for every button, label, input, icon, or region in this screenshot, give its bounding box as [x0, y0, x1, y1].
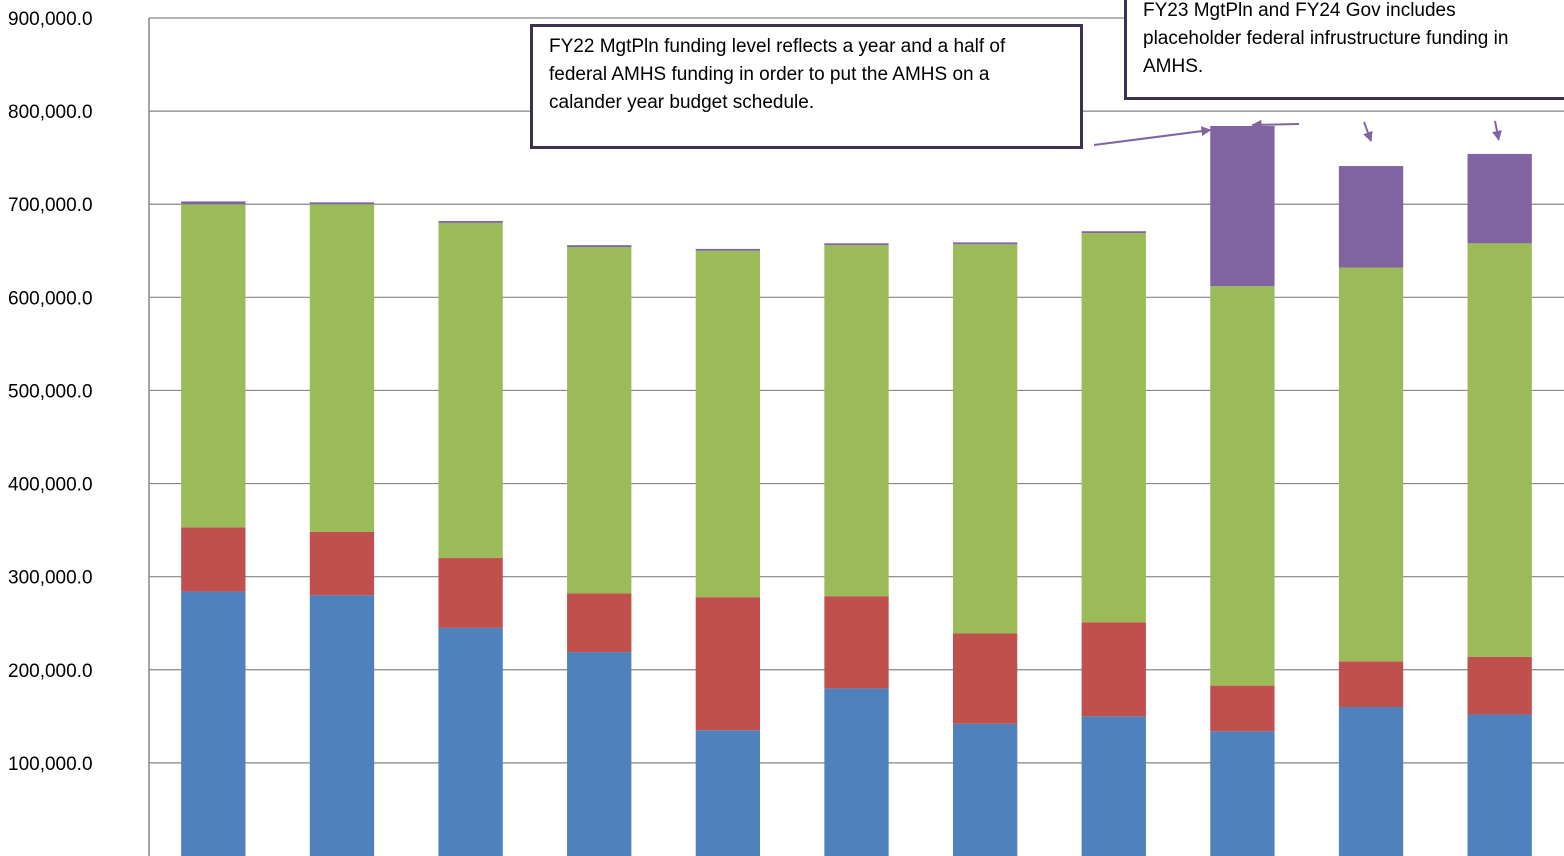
bar-segment-series-1	[1467, 714, 1532, 856]
bar-segment-series-2	[1338, 661, 1404, 708]
annotation-callout-fy23-fy24: FY23 MgtPln and FY24 Gov includes placeh…	[1124, 0, 1564, 100]
bar-segment-series-1	[1210, 731, 1275, 856]
bar-stack	[695, 248, 761, 856]
y-axis-tick-labels: 100,000.0 200,000.0 300,000.0 400,000.0 500,…	[8, 9, 93, 775]
bar-segment-series-3	[1338, 267, 1404, 662]
bar-segment-series-1	[181, 591, 246, 856]
bar-segment-series-4	[181, 201, 246, 205]
bar-stack	[438, 220, 503, 856]
annotation-callout-fy22: FY22 MgtPln funding level reflects a yea…	[530, 24, 1083, 149]
bar-segment-series-2	[181, 527, 246, 592]
bar-segment-series-3	[181, 204, 246, 528]
y-tick-label: 200,000.0	[8, 661, 93, 682]
y-tick-label: 300,000.0	[8, 568, 93, 589]
bar-segment-series-2	[567, 593, 632, 653]
bar-segment-series-3	[824, 245, 889, 597]
bar-segment-series-4	[952, 242, 1018, 245]
bar-segment-series-2	[695, 597, 761, 731]
annotation-arrow	[1251, 119, 1300, 130]
bar-segment-series-4	[824, 243, 889, 246]
y-tick-label: 800,000.0	[8, 102, 93, 123]
bar-segment-series-3	[438, 222, 503, 559]
bar-segment-series-4	[438, 220, 503, 223]
bar-segment-series-3	[695, 250, 761, 598]
bar-segment-series-2	[1467, 656, 1532, 715]
bar-segment-series-2	[438, 558, 503, 628]
y-tick-label: 400,000.0	[8, 475, 93, 496]
bar-stack	[1467, 153, 1532, 856]
bar-segment-series-2	[309, 531, 375, 596]
annotation-arrow	[1363, 121, 1373, 142]
bar-stack	[1081, 231, 1146, 856]
bar-segment-series-1	[1081, 716, 1146, 856]
bar-segment-series-1	[824, 688, 889, 856]
y-tick-label: 900,000.0	[8, 9, 93, 30]
annotation-arrows	[1093, 119, 1502, 146]
bar-segment-series-1	[952, 723, 1018, 856]
bar-segment-series-2	[1210, 685, 1275, 732]
bar-segment-series-2	[824, 596, 889, 689]
bar-segment-series-4	[1210, 126, 1275, 287]
bar-segment-series-4	[695, 248, 761, 251]
bar-segment-series-1	[1338, 707, 1404, 856]
bar-stack	[952, 242, 1018, 856]
bar-segment-series-4	[1081, 231, 1146, 234]
bar-segment-series-3	[952, 244, 1018, 634]
bar-segment-series-4	[309, 202, 375, 205]
bar-segment-series-1	[438, 627, 503, 856]
annotation-arrow	[1492, 120, 1502, 141]
bar-stack	[824, 243, 889, 856]
bar-stack	[181, 201, 246, 856]
annotation-arrow	[1093, 126, 1212, 146]
bar-segment-series-3	[567, 247, 632, 594]
y-tick-label: 500,000.0	[8, 381, 93, 402]
bar-segment-series-3	[1210, 286, 1275, 686]
bar-segment-series-1	[567, 652, 632, 856]
bar-segment-series-1	[695, 730, 761, 856]
bar-stack	[567, 245, 632, 856]
bar-segment-series-4	[567, 245, 632, 248]
y-tick-label: 600,000.0	[8, 288, 93, 309]
y-tick-label: 700,000.0	[8, 195, 93, 216]
bars	[181, 126, 1532, 856]
bar-segment-series-4	[1467, 153, 1532, 244]
bar-stack	[309, 202, 375, 856]
bar-stack	[1210, 126, 1275, 856]
bar-segment-series-2	[1081, 622, 1146, 717]
bar-segment-series-3	[309, 204, 375, 532]
bar-stack	[1338, 166, 1404, 856]
y-tick-label: 100,000.0	[8, 754, 93, 775]
bar-segment-series-1	[309, 595, 375, 856]
bar-segment-series-3	[1081, 233, 1146, 623]
bar-segment-series-2	[952, 633, 1018, 724]
bar-segment-series-4	[1338, 166, 1404, 268]
bar-segment-series-3	[1467, 243, 1532, 657]
